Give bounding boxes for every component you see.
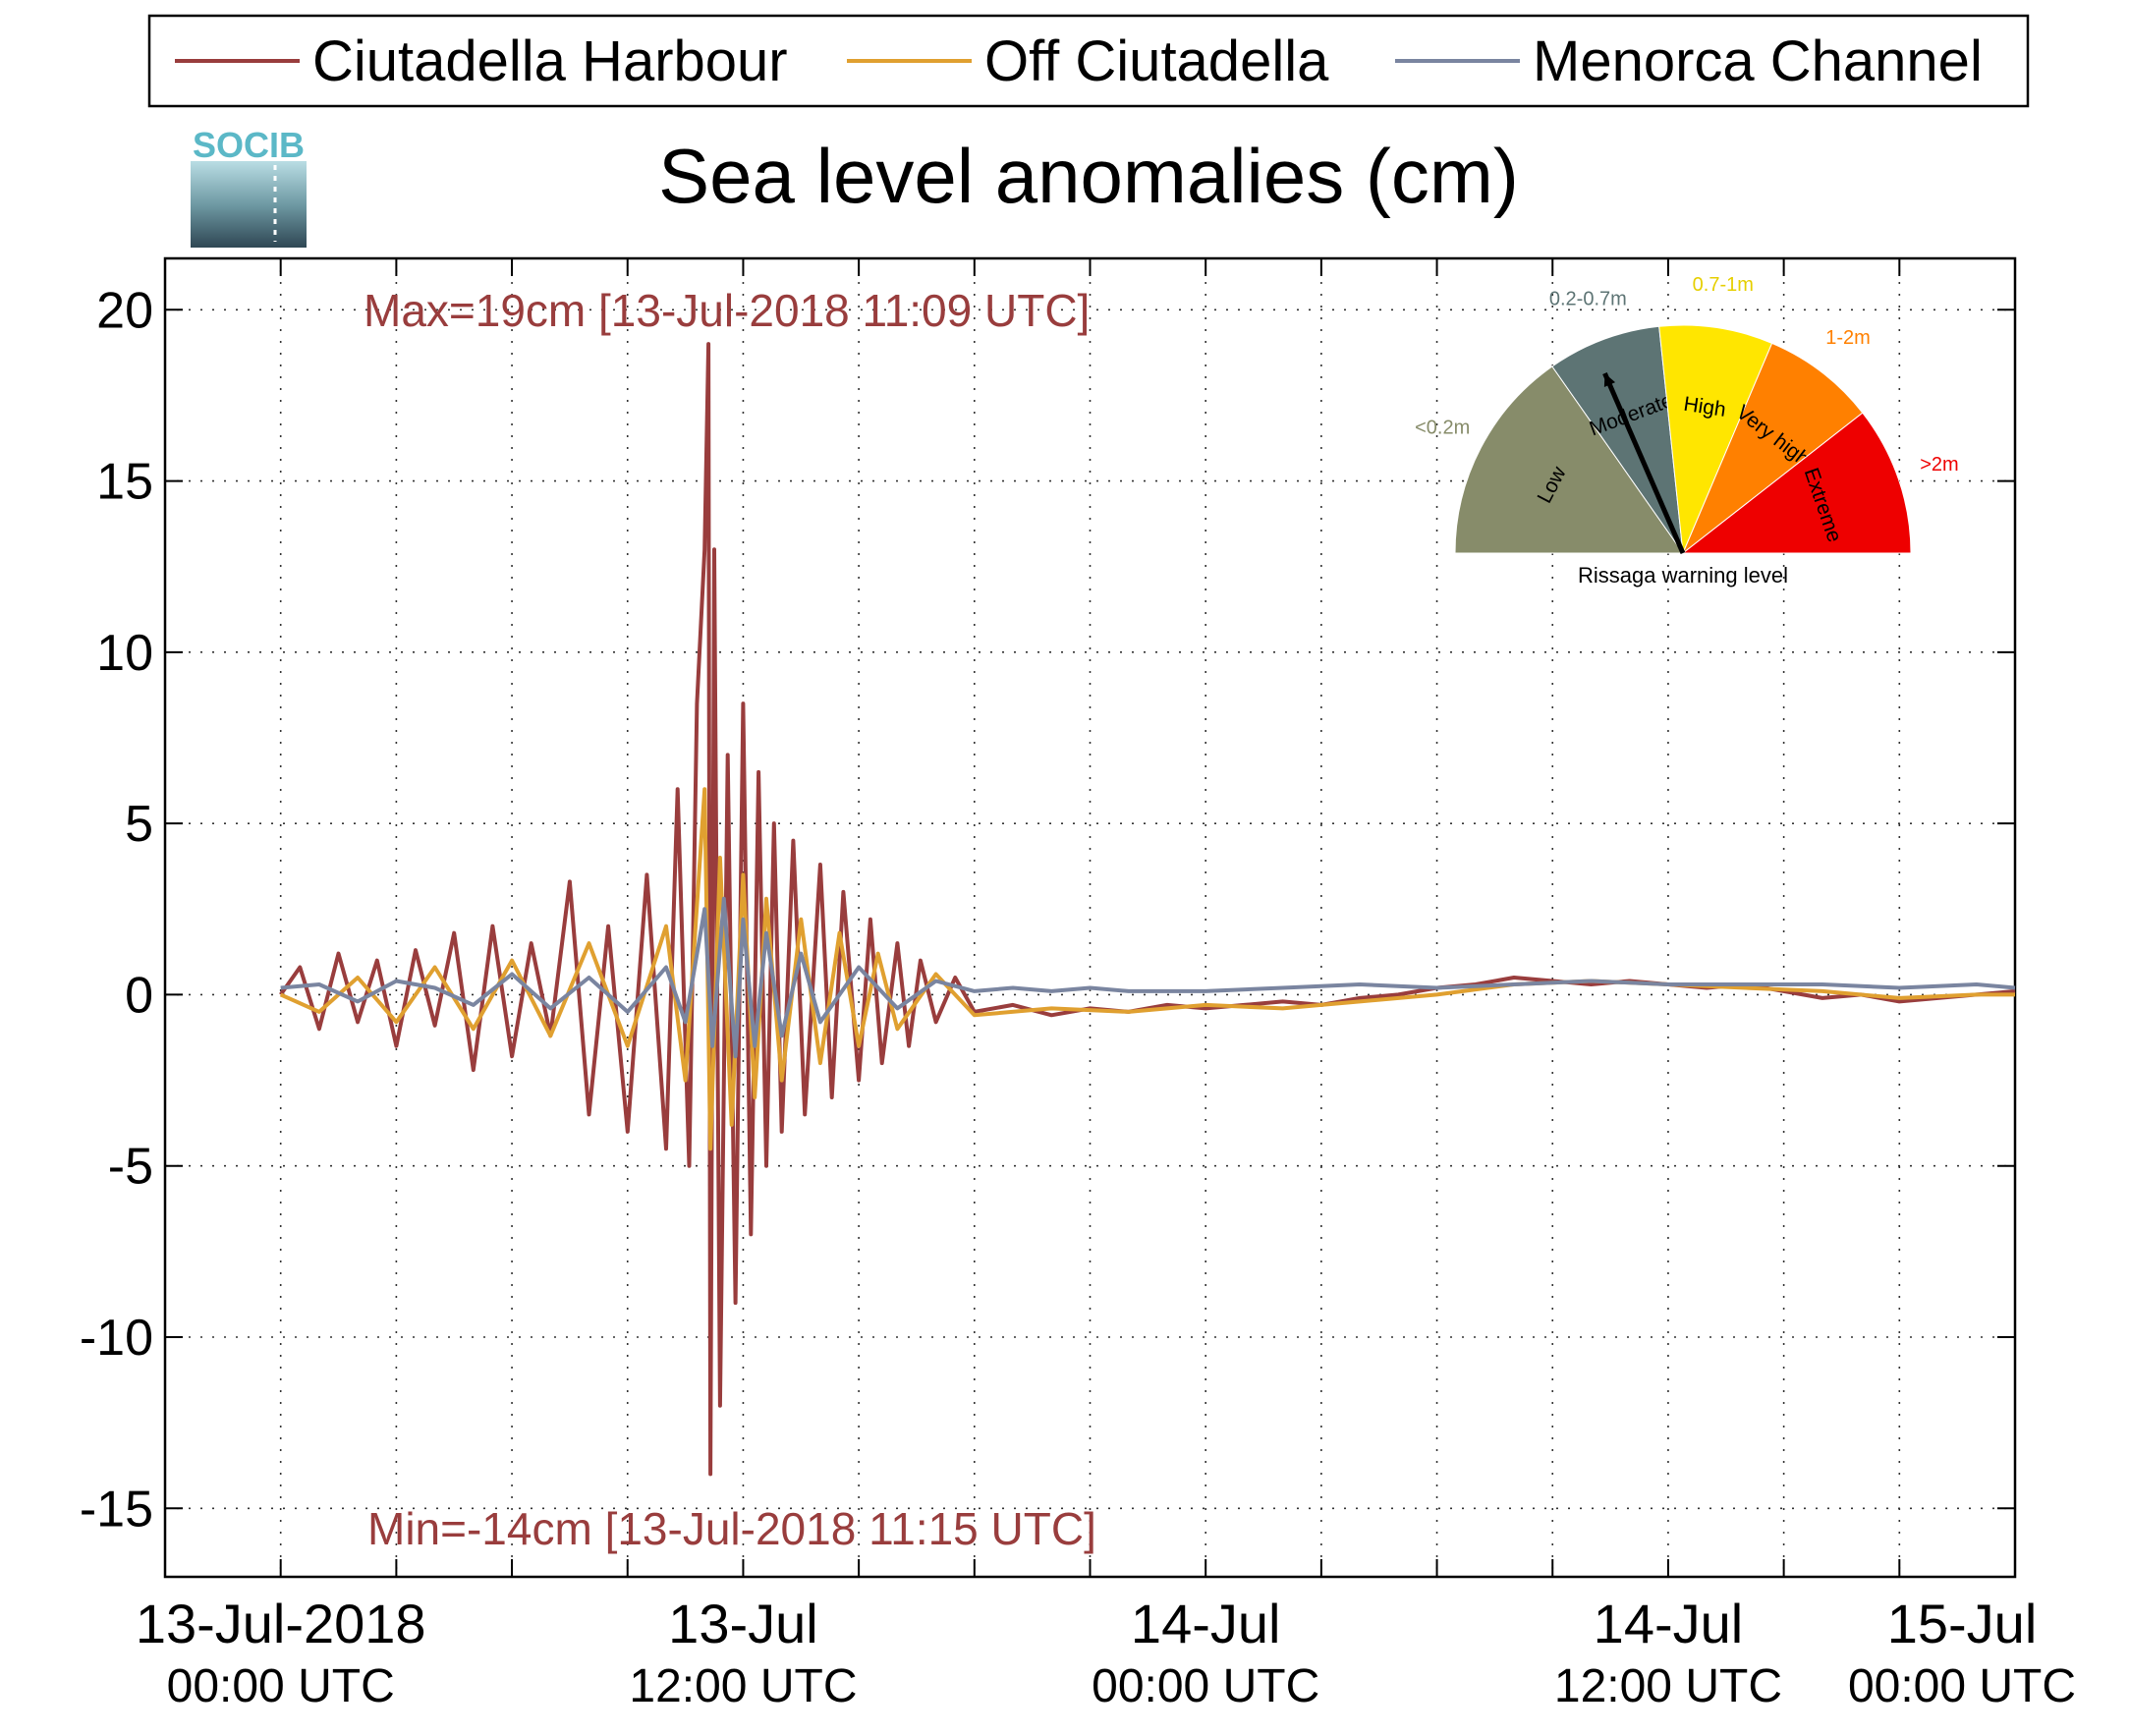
gauge-needle-arrowhead	[1603, 373, 1616, 388]
chart-title: Sea level anomalies (cm)	[658, 133, 1519, 219]
gauge-range-label-low: <0.2m	[1415, 418, 1470, 439]
x-tick-label-date: 13-Jul	[668, 1593, 818, 1654]
x-tick-label-time: 00:00 UTC	[1092, 1660, 1319, 1712]
gauge-needle	[1602, 372, 1686, 554]
x-tick-label-time: 12:00 UTC	[629, 1660, 857, 1712]
socib-logo: SOCIB	[191, 125, 307, 248]
y-tick-label: 15	[96, 454, 153, 511]
x-tick-label-time: 00:00 UTC	[167, 1660, 395, 1712]
legend-label-menorca-channel: Menorca Channel	[1533, 29, 1983, 93]
series-line-menorca-channel	[280, 896, 2016, 1059]
series-group	[279, 342, 2016, 1477]
x-tick-label-time: 12:00 UTC	[1554, 1660, 1782, 1712]
legend: Ciutadella Harbour Off Ciutadella Menorc…	[147, 14, 2030, 108]
min-annotation: Min=-14cm [13-Jul-2018 11:15 UTC]	[367, 1503, 1096, 1554]
x-tick-label-time: 00:00 UTC	[1848, 1660, 2076, 1712]
gauge-segment-very-high	[1681, 342, 1864, 555]
x-tick-label-date: 15-Jul	[1887, 1593, 2038, 1654]
logo-block	[191, 161, 307, 248]
x-tick-label-date: 14-Jul	[1594, 1593, 1744, 1654]
y-tick-label: 20	[96, 282, 153, 339]
gauge-title: Rissaga warning level	[1578, 563, 1788, 588]
y-tick-label: -10	[80, 1310, 153, 1367]
y-tick-label: 0	[125, 967, 153, 1024]
legend-label-ciutadella-harbour: Ciutadella Harbour	[312, 29, 788, 93]
y-tick-label: 5	[125, 796, 153, 853]
y-axis: -15 -10 -5 0 5 10 15 20	[80, 282, 2015, 1538]
x-tick-label-date: 14-Jul	[1131, 1593, 1281, 1654]
y-tick-label: 10	[96, 625, 153, 682]
gauge-range-label-very-high: 1-2m	[1825, 327, 1871, 349]
gauge-segment-moderate	[1551, 325, 1684, 555]
x-axis: 13-Jul-2018 00:00 UTC 13-Jul 12:00 UTC 14-Ju…	[136, 258, 2076, 1712]
gauge-segment-high	[1658, 324, 1773, 555]
legend-frame	[147, 14, 2030, 108]
legend-label-off-ciutadella: Off Ciutadella	[984, 29, 1329, 93]
gauge-range-label-moderate: 0.2-0.7m	[1549, 288, 1627, 309]
logo-text: SOCIB	[193, 125, 305, 165]
gauge-range-label-high: 0.7-1m	[1693, 274, 1754, 296]
x-tick-label-date: 13-Jul-2018	[136, 1593, 426, 1654]
gauge-segment-extreme	[1681, 412, 1912, 554]
gauge-segment-low	[1454, 365, 1684, 554]
grid	[165, 258, 2015, 1577]
max-annotation: Max=19cm [13-Jul-2018 11:09 UTC]	[364, 285, 1090, 336]
gauge-range-label-extreme: >2m	[1920, 454, 1958, 476]
y-tick-label: -15	[80, 1481, 153, 1538]
y-tick-label: -5	[108, 1139, 153, 1196]
